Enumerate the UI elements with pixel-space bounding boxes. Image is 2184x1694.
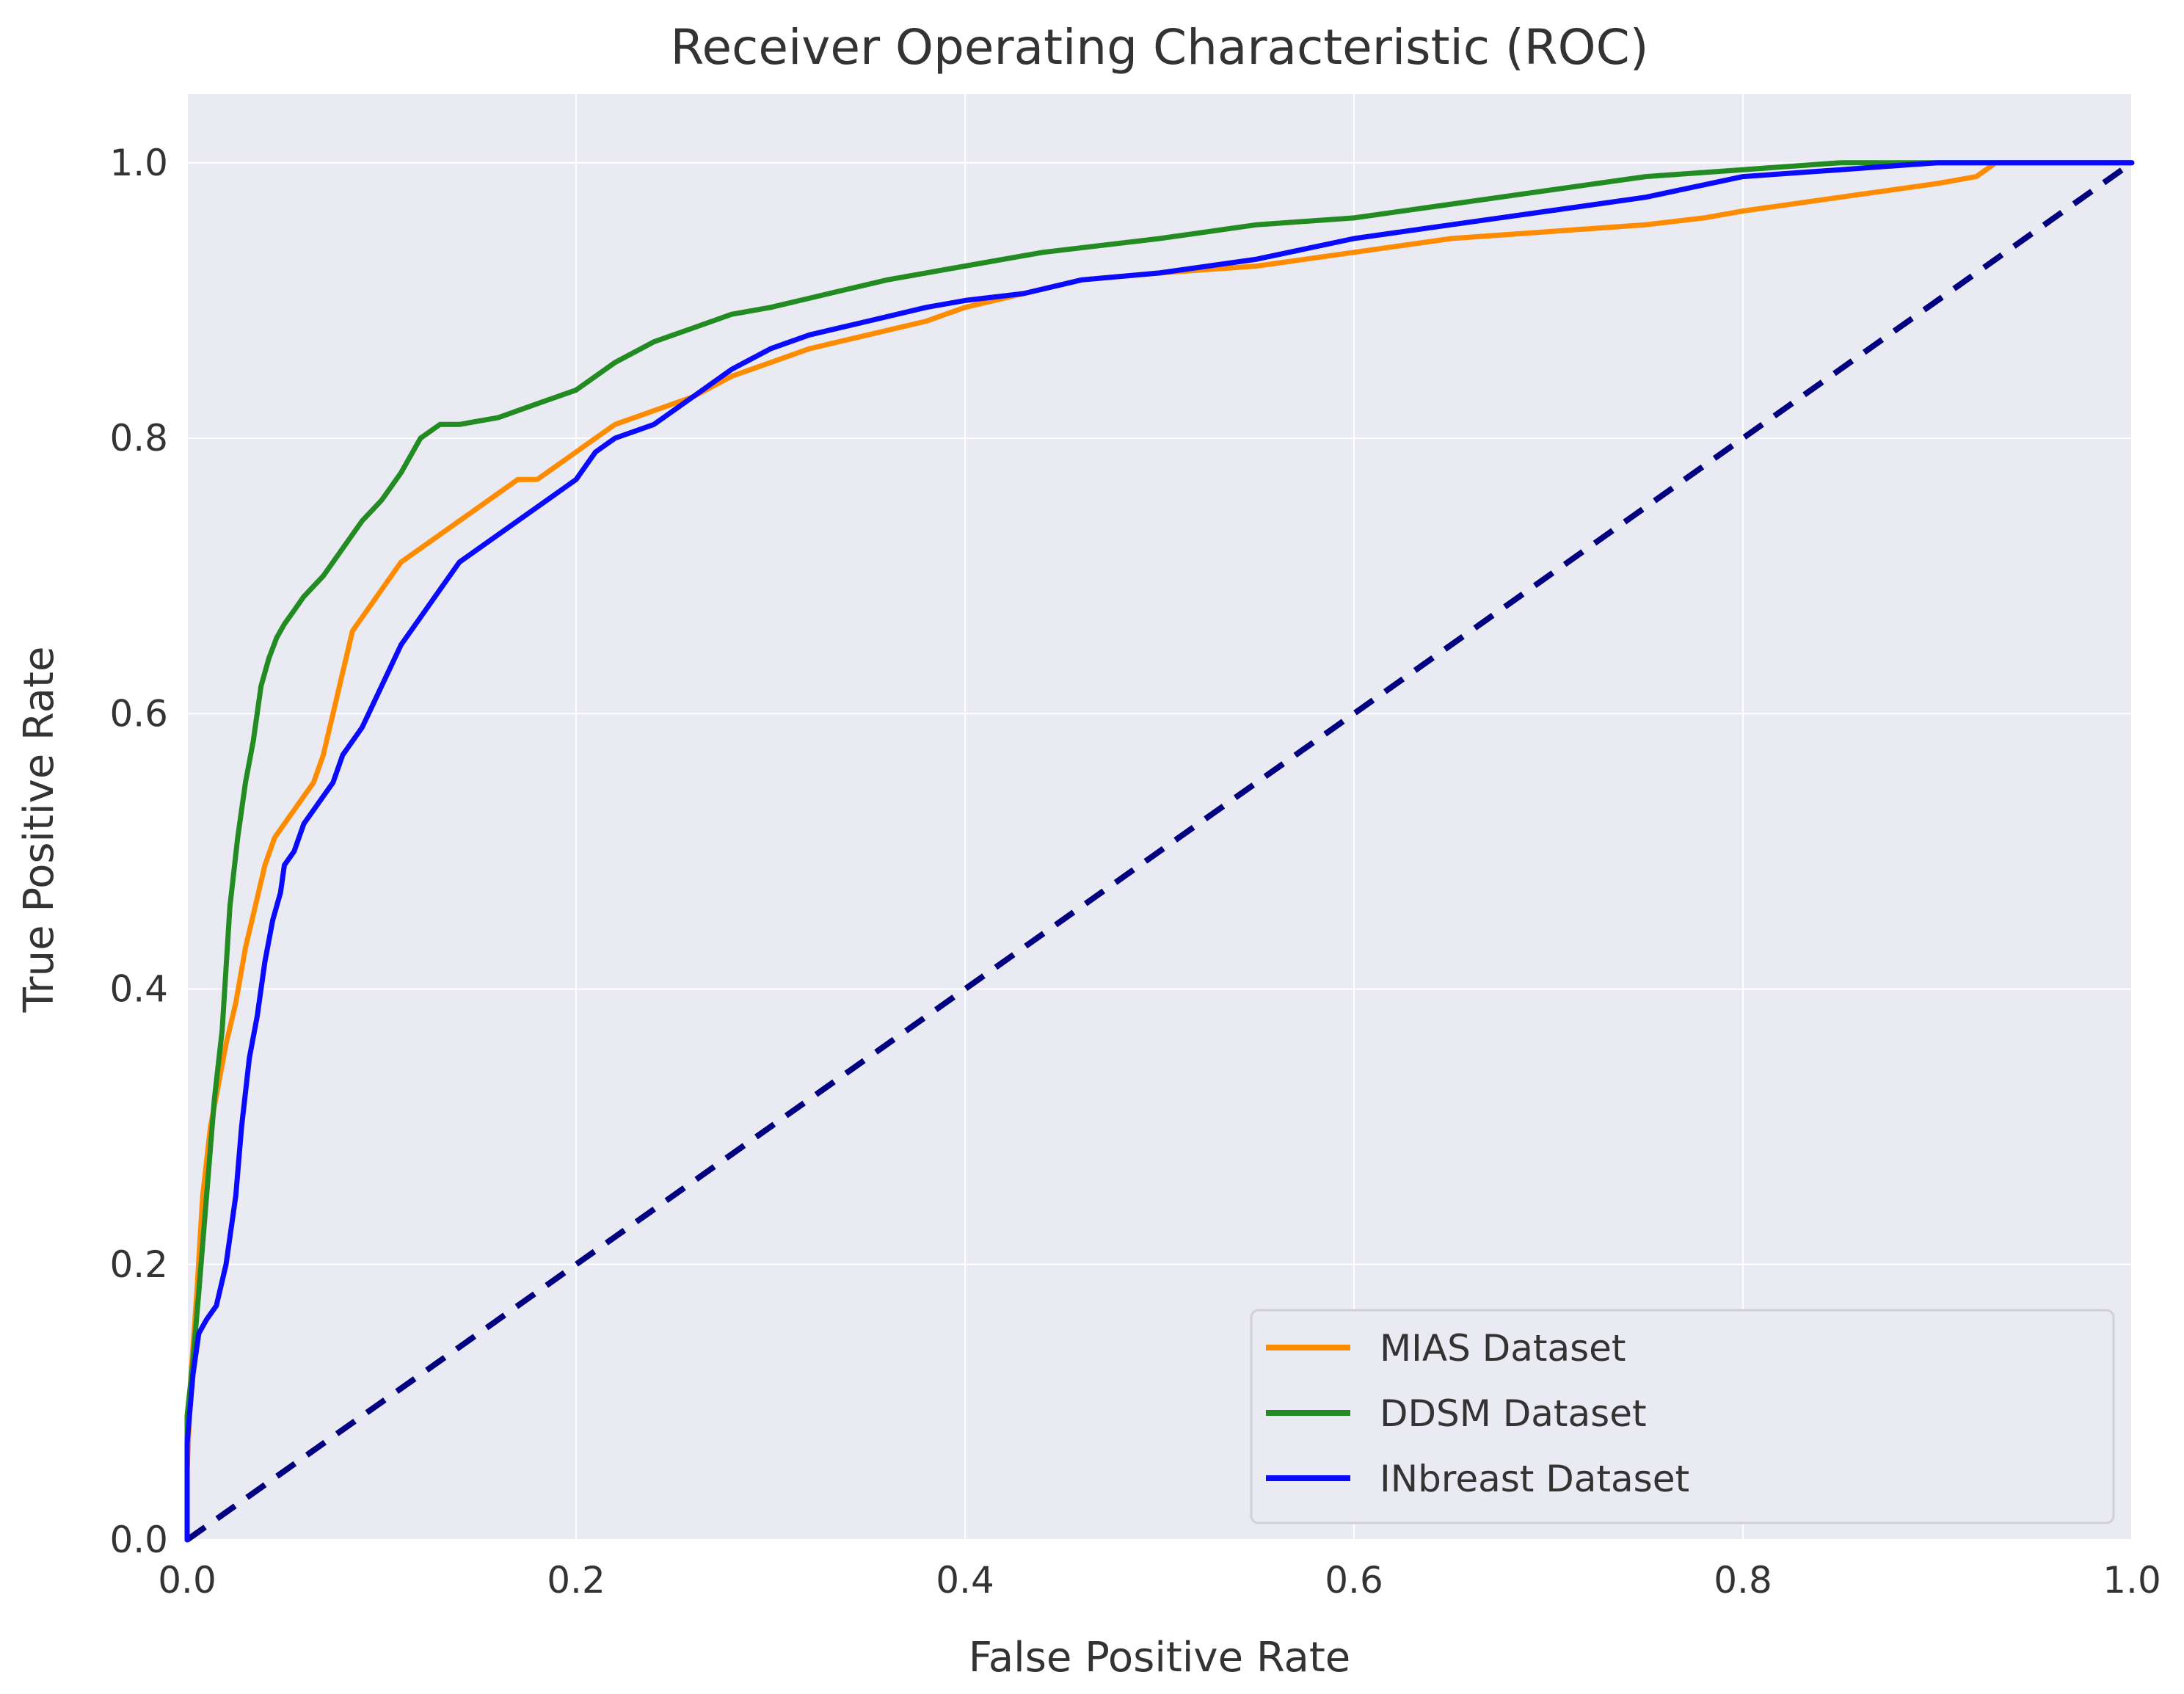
x-axis-label: False Positive Rate <box>969 1634 1350 1682</box>
reference-diagonal-line <box>185 160 2134 1543</box>
series-lines <box>184 160 2135 1543</box>
y-tick-labels: 0.0 0.2 0.4 0.6 0.8 1.0 <box>109 142 168 1561</box>
series-line-inbreast <box>184 160 2135 1543</box>
plot-background <box>187 94 2132 1540</box>
legend-label-ddsm: DDSM Dataset <box>1380 1392 1647 1435</box>
x-tick-label-2: 0.4 <box>936 1559 994 1602</box>
y-tick-label-4: 0.8 <box>109 417 168 459</box>
legend: MIAS Dataset DDSM Dataset INbreast Datas… <box>1250 1309 2115 1524</box>
legend-label-mias: MIAS Dataset <box>1380 1327 1626 1370</box>
series-line-mias <box>184 160 2135 1543</box>
x-tick-label-0: 0.0 <box>158 1559 216 1602</box>
reference-line-group <box>185 160 2134 1543</box>
y-tick-label-2: 0.4 <box>109 968 168 1011</box>
y-tick-label-3: 0.6 <box>109 692 168 735</box>
y-tick-label-0: 0.0 <box>109 1519 168 1561</box>
legend-label-inbreast: INbreast Dataset <box>1380 1458 1689 1500</box>
x-tick-label-5: 1.0 <box>2103 1559 2161 1602</box>
y-tick-label-5: 1.0 <box>109 142 168 184</box>
legend-box <box>1250 1309 2115 1524</box>
chart-title: Receiver Operating Characteristic (ROC) <box>671 19 1649 76</box>
x-tick-label-1: 0.2 <box>547 1559 605 1602</box>
y-axis-label: True Positive Rate <box>15 647 63 1014</box>
x-tick-labels: 0.0 0.2 0.4 0.6 0.8 1.0 <box>158 1559 2161 1602</box>
x-tick-label-4: 0.8 <box>1714 1559 1772 1602</box>
y-tick-label-1: 0.2 <box>109 1243 168 1286</box>
x-tick-label-3: 0.6 <box>1325 1559 1383 1602</box>
series-line-ddsm <box>184 160 2135 1543</box>
grid-lines <box>186 94 2133 1541</box>
